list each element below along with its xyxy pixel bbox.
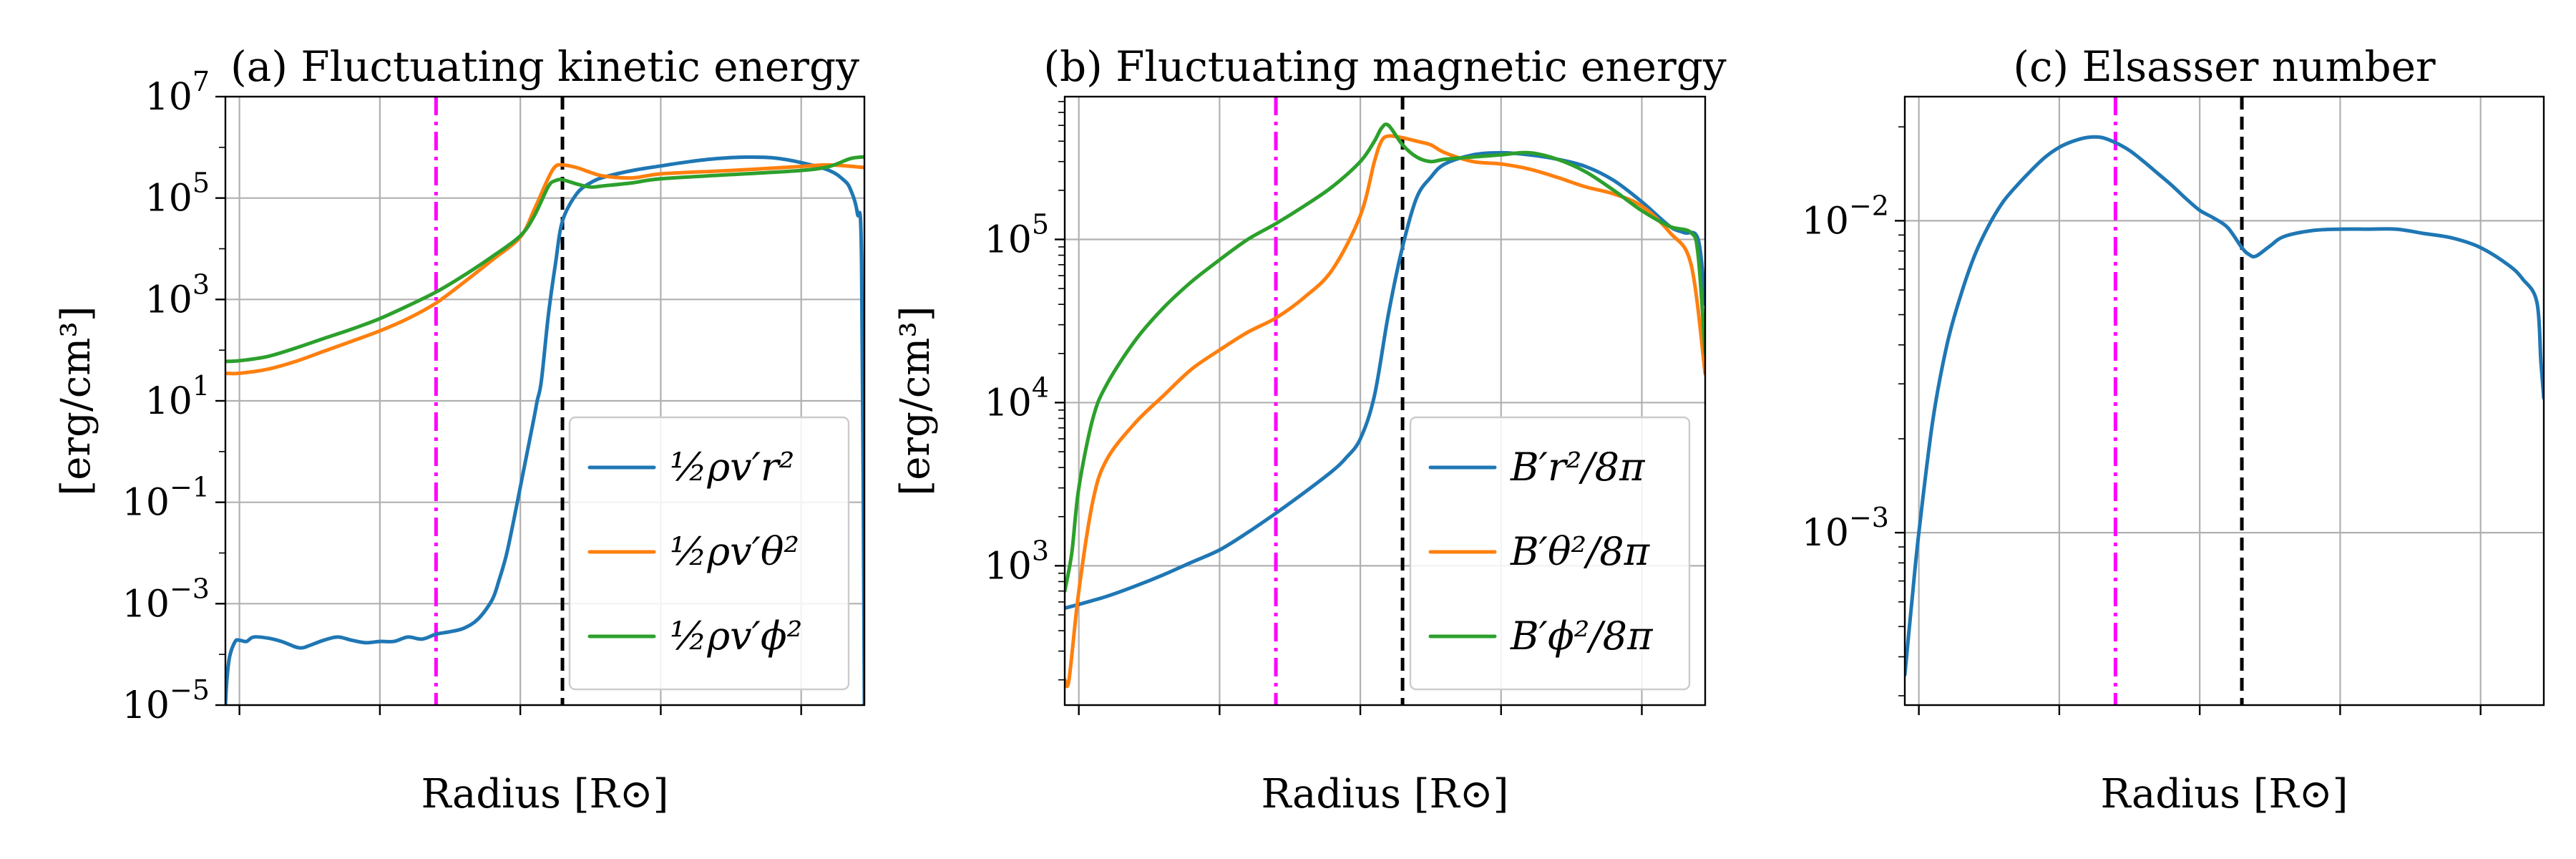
chart-c-ytick-label: 10−3 bbox=[1802, 502, 1889, 555]
chart-a-ytick-exponent: 3 bbox=[192, 268, 210, 300]
chart-a-series-line-blue bbox=[225, 155, 864, 705]
chart-b-ytick-base: 10 bbox=[985, 545, 1032, 588]
chart-a-ytick-base: 10 bbox=[145, 278, 192, 321]
chart-b-legend-label: B′r²/8π bbox=[1510, 445, 1646, 490]
chart-b-series-group bbox=[1065, 122, 1705, 689]
chart-b-frame bbox=[1063, 95, 1707, 707]
chart-b-ytick-base: 10 bbox=[985, 382, 1032, 424]
chart-b-ytick-label: 104 bbox=[985, 372, 1049, 424]
chart-b-series-line-blue bbox=[1065, 150, 1705, 611]
chart-a-legend-label: ½ρv′ϕ² bbox=[670, 613, 802, 659]
chart-b-ytick-label: 105 bbox=[985, 208, 1049, 261]
chart-a-ytick-exponent: 1 bbox=[192, 370, 210, 402]
chart-a-ytick-exponent: 5 bbox=[192, 168, 210, 199]
chart-c-ytick-exponent: −2 bbox=[1849, 190, 1889, 221]
chart-a-series-group bbox=[225, 155, 864, 705]
chart-b-xlabel: Radius [R⊙] bbox=[1262, 771, 1509, 817]
chart-a-ytick-label: 10−1 bbox=[122, 472, 210, 525]
chart-a-series-line-orange bbox=[225, 162, 864, 376]
chart-c-frame bbox=[1903, 95, 2545, 707]
chart-c-series-group bbox=[1905, 135, 2544, 677]
chart-b-legend: B′r²/8π B′θ²/8π B′ϕ²/8π bbox=[1409, 416, 1691, 691]
chart-a-ytick-label: 101 bbox=[145, 370, 210, 423]
chart-b-title: (b) Fluctuating magnetic energy bbox=[1043, 42, 1726, 91]
chart-a-legend: ½ρv′r² ½ρv′θ² ½ρv′ϕ² bbox=[568, 416, 850, 691]
chart-a-legend-label: ½ρv′r² bbox=[670, 445, 794, 490]
chart-b-ytick-exponent: 5 bbox=[1032, 208, 1049, 240]
chart-c-ytick-base: 10 bbox=[1802, 512, 1849, 555]
chart-a-ytick-label: 10−5 bbox=[122, 674, 210, 727]
chart-a-ytick-exponent: −3 bbox=[170, 573, 210, 604]
chart-c-ytick-label: 10−2 bbox=[1802, 190, 1889, 243]
chart-b-ytick-exponent: 3 bbox=[1032, 535, 1049, 566]
chart-b-legend-label: B′ϕ²/8π bbox=[1510, 613, 1654, 659]
chart-a-legend-label: ½ρv′θ² bbox=[670, 529, 799, 574]
chart-a-ytick-base: 10 bbox=[145, 178, 192, 220]
chart-a-ytick-base: 10 bbox=[122, 583, 170, 626]
chart-a-ylabel: [erg/cm³] bbox=[53, 306, 99, 495]
chart-c-series-line-blue bbox=[1905, 135, 2544, 677]
chart-c-ytick-exponent: −3 bbox=[1849, 502, 1889, 533]
chart-a-ytick-base: 10 bbox=[122, 482, 170, 525]
chart-b-series-line-green bbox=[1065, 122, 1705, 593]
chart-a-ytick-exponent: −1 bbox=[170, 472, 210, 503]
chart-a-ytick-label: 103 bbox=[145, 268, 210, 321]
chart-a-ytick-label: 107 bbox=[145, 66, 210, 119]
chart-c-grid bbox=[1905, 97, 2544, 705]
chart-c-xlabel: Radius [R⊙] bbox=[2101, 771, 2348, 817]
chart-a-ytick-exponent: −5 bbox=[170, 674, 210, 706]
chart-b-legend-box bbox=[1409, 416, 1691, 691]
chart-b-ytick-exponent: 4 bbox=[1032, 372, 1049, 403]
chart-a-ytick-exponent: 7 bbox=[192, 66, 210, 97]
chart-a-series-line-green bbox=[225, 155, 864, 364]
chart-b-ylabel: [erg/cm³] bbox=[892, 306, 939, 495]
chart-a-title: (a) Fluctuating kinetic energy bbox=[230, 42, 859, 91]
chart-a-ytick-base: 10 bbox=[122, 684, 170, 727]
chart-a-ytick-base: 10 bbox=[145, 380, 192, 423]
chart-b-ytick-label: 103 bbox=[985, 535, 1049, 588]
chart-b-ytick-base: 10 bbox=[985, 218, 1032, 261]
chart-b-legend-label: B′θ²/8π bbox=[1510, 529, 1651, 574]
chart-b-series-line-orange bbox=[1065, 134, 1705, 689]
chart-a-ytick-label: 10−3 bbox=[122, 573, 210, 626]
chart-a-ytick-base: 10 bbox=[145, 76, 192, 119]
chart-a-xlabel: Radius [R⊙] bbox=[421, 771, 669, 817]
chart-c-title: (c) Elsasser number bbox=[2013, 42, 2436, 91]
chart-a-legend-box bbox=[568, 416, 850, 691]
chart-c-ytick-base: 10 bbox=[1802, 200, 1849, 243]
chart-a-ytick-label: 105 bbox=[145, 168, 210, 220]
